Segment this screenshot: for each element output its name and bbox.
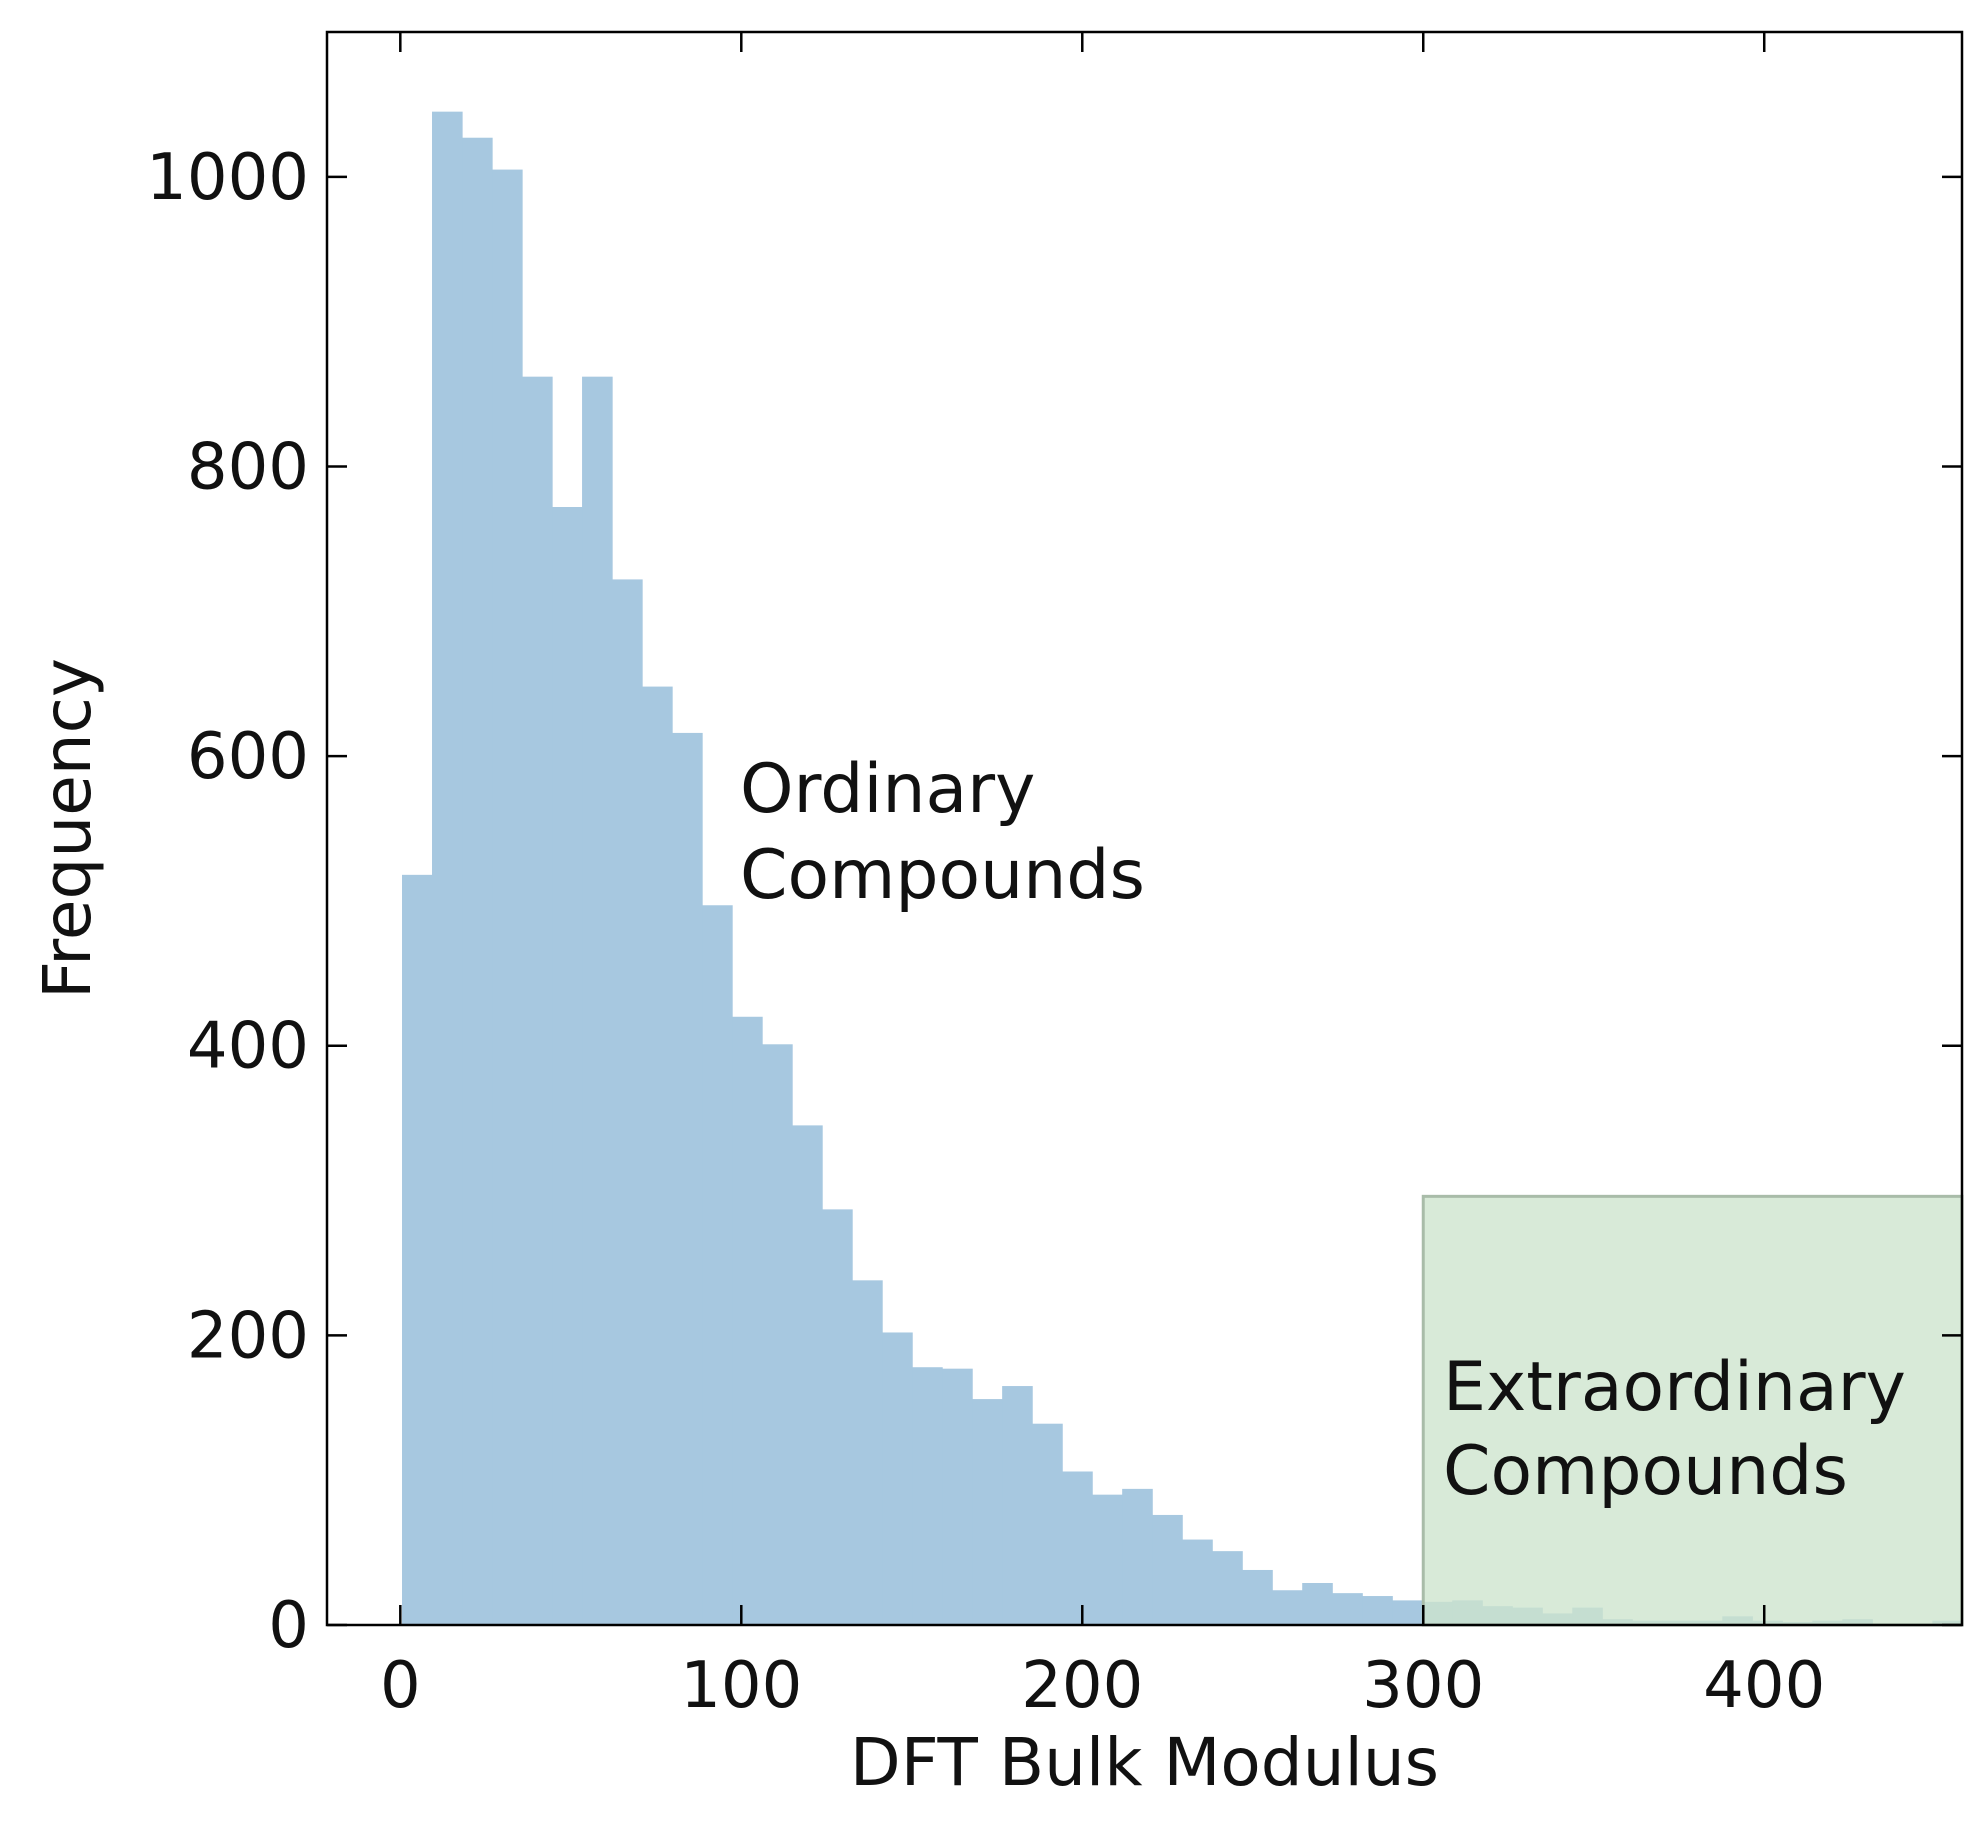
histogram-bar	[702, 905, 733, 1625]
annotation-ordinary-line-1: Ordinary	[740, 750, 1035, 829]
histogram-bar	[492, 169, 523, 1626]
x-tick-label: 100	[680, 1649, 802, 1723]
annotation-extraordinary-line-2: Compounds	[1443, 1432, 1848, 1511]
histogram-bar	[792, 1125, 823, 1625]
histogram-bar	[1062, 1471, 1093, 1625]
x-tick-label: 400	[1703, 1649, 1825, 1723]
histogram-bar	[1122, 1488, 1153, 1625]
histogram-bar	[1242, 1569, 1273, 1625]
annotation-ordinary: Ordinary Compounds	[740, 750, 1145, 915]
x-tick-label: 200	[1021, 1649, 1143, 1723]
histogram-bar	[1002, 1386, 1033, 1625]
x-tick-label: 0	[380, 1649, 421, 1723]
histogram-bar	[1332, 1593, 1363, 1625]
histogram-bar	[852, 1280, 883, 1625]
histogram-bar	[732, 1016, 763, 1625]
histogram-bars	[402, 111, 1963, 1626]
histogram-bar	[1272, 1590, 1303, 1625]
y-tick-label: 0	[268, 1589, 309, 1663]
histogram-bar	[462, 137, 493, 1626]
y-tick-label: 1000	[146, 141, 309, 215]
histogram-bar	[972, 1399, 1003, 1625]
y-tick-label: 600	[187, 720, 309, 794]
tick-labels: 0 100 200 300 400 0 200 400 600 800 1000	[146, 141, 1825, 1723]
histogram-bar	[522, 376, 553, 1625]
histogram-bar	[942, 1368, 973, 1625]
y-axis-label: Frequency	[29, 658, 106, 999]
y-tick-label: 400	[187, 1010, 309, 1084]
y-tick-label: 200	[187, 1299, 309, 1373]
histogram-bar	[612, 579, 643, 1626]
annotation-extraordinary-line-1: Extraordinary	[1443, 1348, 1906, 1427]
histogram-bar	[672, 732, 703, 1625]
histogram-bar	[1362, 1596, 1393, 1625]
annotation-extraordinary: Extraordinary Compounds	[1443, 1348, 1928, 1511]
x-tick-label: 300	[1362, 1649, 1484, 1723]
histogram-bar	[1212, 1551, 1243, 1625]
y-tick-label: 800	[187, 430, 309, 504]
histogram-bar	[882, 1332, 913, 1625]
histogram-bar	[1302, 1583, 1333, 1625]
histogram-bar	[822, 1209, 853, 1625]
histogram-bar	[582, 376, 613, 1625]
histogram-bar	[1092, 1494, 1123, 1625]
histogram-bar	[552, 507, 583, 1625]
histogram-bar	[1152, 1514, 1183, 1625]
histogram-bar	[402, 874, 433, 1625]
annotation-ordinary-line-2: Compounds	[740, 836, 1145, 915]
histogram-bar	[1182, 1539, 1213, 1625]
histogram-bar	[642, 686, 673, 1625]
x-axis-label: DFT Bulk Modulus	[850, 1724, 1439, 1801]
histogram-bar	[432, 111, 463, 1625]
histogram-bar	[1032, 1423, 1063, 1625]
histogram-bar	[762, 1044, 793, 1625]
axes-frame	[325, 30, 1964, 1627]
histogram-bar	[912, 1367, 943, 1625]
histogram-bar	[1392, 1600, 1423, 1625]
